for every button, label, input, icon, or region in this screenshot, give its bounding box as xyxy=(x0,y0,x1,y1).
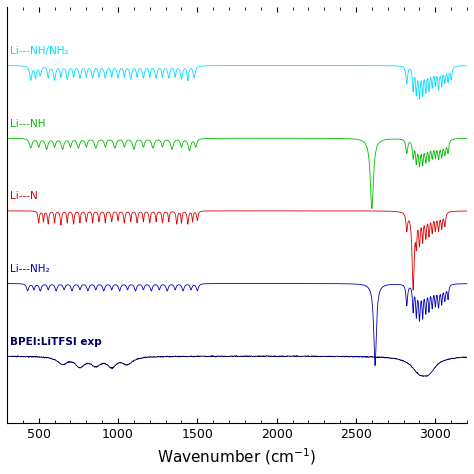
X-axis label: Wavenumber (cm$^{-1}$): Wavenumber (cm$^{-1}$) xyxy=(157,447,317,467)
Text: Li---NH/NH₂: Li---NH/NH₂ xyxy=(10,46,69,56)
Text: Li---N: Li---N xyxy=(10,191,38,201)
Text: BPEI:LiTFSI exp: BPEI:LiTFSI exp xyxy=(10,337,102,347)
Text: Li---NH: Li---NH xyxy=(10,119,46,129)
Text: Li---NH₂: Li---NH₂ xyxy=(10,264,50,274)
